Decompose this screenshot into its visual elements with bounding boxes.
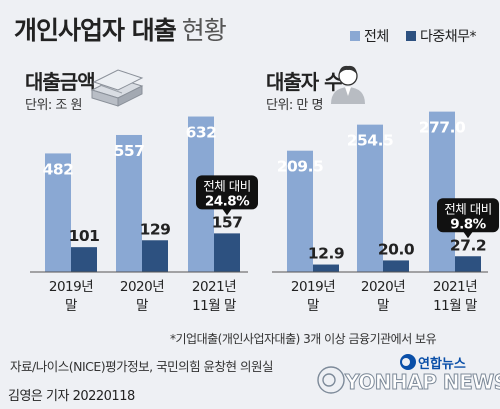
x-tick-label-line1: 2021년 — [192, 279, 236, 295]
legend-item-total: 전체 — [350, 26, 389, 46]
bar-label-multi: 12.9 — [308, 245, 344, 263]
x-tick-label-line2: 말 — [65, 298, 77, 314]
chart1-title: 대출금액 — [25, 70, 96, 94]
bar-label-total: 557 — [114, 142, 145, 160]
callout-text-line2: 9.8% — [450, 216, 486, 232]
bar-total — [45, 153, 71, 272]
callout-pointer — [222, 208, 232, 216]
x-tick-label-line1: 2021년 — [433, 279, 477, 295]
bar-label-multi: 157 — [212, 213, 243, 231]
bar-label-total: 277.0 — [419, 119, 466, 137]
title-main: 개인사업자 대출 — [14, 16, 177, 45]
footnote: *기업대출(개인사업자대출) 3개 이상 금융기관에서 보유 — [170, 332, 437, 346]
legend-label-multi: 다중채무* — [420, 29, 477, 45]
reporter-credit: 김영은 기자 20220118 — [8, 389, 135, 404]
bar-total — [287, 150, 313, 272]
bar-multi — [214, 233, 240, 272]
bar-label-total: 254.5 — [347, 132, 394, 150]
x-tick-label-line2: 말 — [377, 298, 389, 314]
x-tick-label-line2: 말 — [136, 298, 148, 314]
chart2-title: 대출자 수 — [266, 70, 343, 94]
bar-multi — [455, 256, 481, 272]
callout-pointer — [463, 231, 473, 239]
bar-label-multi: 101 — [69, 227, 100, 245]
title-sub: 현황 — [181, 16, 227, 45]
bar-multi — [383, 260, 409, 272]
callout-box — [196, 175, 258, 210]
x-tick-label-line2: 11월 말 — [192, 298, 236, 314]
yonhap-logo-text: 연합뉴스 — [418, 357, 466, 372]
legend-item-multi: 다중채무* — [406, 26, 477, 46]
bar-label-multi: 27.2 — [450, 236, 486, 254]
bar-label-multi: 129 — [140, 220, 171, 238]
callout-text-line2: 24.8% — [205, 193, 250, 209]
bar-label-multi: 20.0 — [378, 240, 415, 258]
bar-multi — [142, 240, 168, 272]
bar-label-total: 482 — [43, 160, 74, 178]
legend-swatch-total — [350, 31, 360, 41]
bar-total — [429, 111, 455, 272]
x-tick-label-line1: 2020년 — [361, 279, 405, 295]
x-tick-label-line1: 2019년 — [291, 279, 335, 295]
x-tick-label-line2: 11월 말 — [433, 298, 477, 314]
bar-total — [357, 124, 383, 272]
callout-box — [437, 198, 499, 233]
callout-text-line1: 전체 대비 — [203, 178, 250, 193]
bar-multi — [71, 247, 97, 272]
source-note: 자료/나이스(NICE)평가정보, 국민의힘 윤창현 의원실 — [10, 359, 274, 374]
x-tick-label-line2: 말 — [307, 298, 319, 314]
page-title: 개인사업자 대출 현황 — [14, 11, 227, 47]
chart1-unit: 단위: 조 원 — [25, 98, 83, 113]
bar-label-total: 209.5 — [277, 158, 324, 176]
bar-multi — [313, 264, 339, 272]
chart2-unit: 단위: 만 명 — [266, 98, 324, 113]
yonhap-watermark: YONHAP NEWS — [345, 370, 500, 395]
x-tick-label-line1: 2020년 — [120, 279, 164, 295]
legend-label-total: 전체 — [364, 29, 389, 45]
bar-total — [116, 134, 142, 272]
callout-text-line1: 전체 대비 — [444, 201, 491, 216]
legend-swatch-multi — [406, 31, 416, 41]
x-tick-label-line1: 2019년 — [49, 279, 93, 295]
bar-label-total: 632 — [186, 124, 217, 142]
